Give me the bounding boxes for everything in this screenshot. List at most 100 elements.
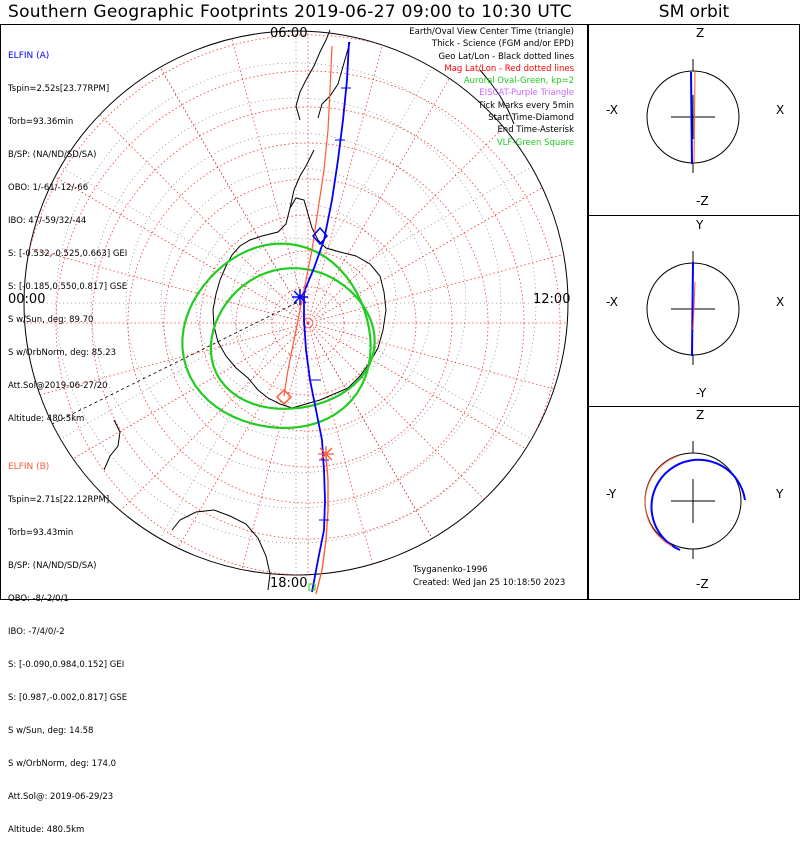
elfin-a-line: Torb=93.36min (8, 117, 74, 127)
page-title: Southern Geographic Footprints 2019-06-2… (7, 2, 572, 22)
geo-lon-line (295, 302, 532, 440)
new-zealand-coast (103, 419, 121, 471)
legend-entry: End Time-Asterisk (497, 125, 574, 136)
mag-lon-line (24, 322, 309, 524)
geo-lon-line (159, 67, 297, 304)
sm-orbit-a-2 (691, 261, 694, 357)
mag-lon-line (24, 219, 309, 324)
elfin-b-line: Tspin=2.71s[22.12RPM] (8, 495, 110, 505)
sm-axis-label: -X (606, 103, 618, 117)
south-america-coast (295, 29, 331, 121)
sm-axis-label: Z (696, 408, 705, 422)
geo-lat-circle (265, 272, 327, 334)
legend-entry: Start Time-Diamond (488, 113, 574, 124)
elfin-b-end-asterisk (318, 446, 334, 462)
elfin-b-line: Torb=93.43min (8, 528, 74, 538)
elfin-a-line: IBO: 47/-59/32/-44 (8, 216, 87, 226)
elfin-b-line: Att.Sol@: 2019-06-29/23 (8, 792, 114, 802)
mag-lon-line (204, 31, 309, 324)
elfin-b-line: IBO: -7/4/0/-2 (8, 627, 65, 637)
elfin-a-line: S w/OrbNorm, deg: 85.23 (8, 348, 117, 358)
legend-entry: Earth/Oval View Center Time (triangle) (409, 27, 574, 37)
sm-axis-label: -Z (696, 194, 709, 208)
legend-entry: Tick Marks every 5min (478, 100, 574, 111)
clock-label-left: 00:00 (8, 292, 46, 307)
legend-entry: Thick - Science (FGM and/or EPD) (431, 39, 574, 50)
elfin-b-line: S w/OrbNorm, deg: 174.0 (8, 759, 117, 769)
elfin-b-line: B/SP: (NA/ND/SD/SA) (8, 561, 97, 571)
sm-axis-label: -Y (696, 386, 707, 400)
south-america-coast (317, 41, 351, 119)
sm-axis-label: X (776, 103, 785, 117)
sm-axis-label: -X (606, 295, 618, 309)
sm-orbit-b-2 (692, 281, 696, 331)
created-label: Created: Wed Jan 25 10:18:50 2023 (413, 578, 566, 588)
auroral-oval-inner (209, 267, 376, 410)
antarctica-coast (212, 197, 387, 409)
elfin-a-line: Altitude: 480.5km (8, 414, 85, 424)
sm-orbit-plots (644, 59, 746, 559)
legend-entry: VLF-Green Square (496, 137, 574, 148)
sm-axis-label: Z (696, 26, 705, 40)
mag-lon-line (307, 322, 568, 524)
legend: Earth/Oval View Center Time (triangle) T… (409, 26, 574, 149)
elfin-b-start-diamond (275, 388, 293, 406)
geo-lon-line (159, 302, 297, 539)
legend-entry: Mag Lat/Lon - Red dotted lines (444, 63, 574, 74)
legend-entry: Geo Lat/Lon - Black dotted lines (438, 51, 574, 62)
elfin-a-info: ELFIN (A) Tspin=2.52s[23.77RPM] Torb=93.… (8, 29, 127, 436)
legend-entry: Auroral Oval-Green, kp=2 (463, 76, 574, 87)
elfin-b-line: OBO: -8/-2/0/1 (8, 594, 69, 604)
antarctica-outline (103, 29, 515, 591)
elfin-b-track-2 (315, 455, 329, 595)
mag-lon-line (24, 322, 309, 427)
sm-axis-label: Y (776, 487, 784, 501)
africa-coast (479, 69, 515, 125)
elfin-b-line: S w/Sun, deg: 14.58 (8, 726, 94, 736)
australia-coast (171, 509, 271, 591)
model-label: Tsyganenko-1996 (413, 565, 488, 575)
elfin-b-info: ELFIN (B) Tspin=2.71s[22.12RPM] Torb=93.… (8, 440, 127, 847)
map-boundary (23, 30, 569, 576)
elfin-b-line: Altitude: 480.5km (8, 825, 85, 835)
mag-lon-line (307, 322, 509, 575)
mag-lon-line (24, 122, 309, 324)
sm-orbit-title: SM orbit (658, 2, 730, 22)
elfin-a-line: B/SP: (NA/ND/SD/SA) (8, 150, 97, 160)
sm-axis-label: -Z (696, 577, 709, 591)
elfin-b-track (283, 45, 333, 397)
sm-axis-label: Y (696, 218, 704, 232)
elfin-a-line: S: [-0.532,-0.525,0.663] GEI (8, 249, 128, 259)
elfin-tracks (275, 41, 351, 595)
mag-lon-line (204, 322, 309, 575)
vlf-square (308, 583, 316, 591)
sm-orbit-b-3 (644, 455, 679, 547)
mag-lon-line (107, 31, 309, 324)
geo-lon-line (295, 166, 532, 304)
geo-lat-circle (125, 132, 467, 474)
legend-entry: EISCAT-Purple Triangle (479, 88, 574, 99)
mag-lon-line (107, 322, 309, 575)
elfin-a-start-diamond (312, 226, 328, 246)
auroral-oval (181, 242, 376, 430)
geo-lat-circle (160, 167, 432, 439)
elfin-a-track (303, 41, 350, 593)
elfin-b-line: S: [0.987,-0.002,0.817] GSE (8, 693, 128, 703)
elfin-b-line: S: [-0.090,0.984,0.152] GEI (8, 660, 125, 670)
mag-lon-line (307, 322, 568, 575)
auroral-oval-outer (181, 242, 372, 430)
elfin-b-name: ELFIN (B) (8, 462, 50, 472)
clock-label-right: 12:00 (533, 292, 571, 307)
sm-orbit-a-3 (650, 458, 746, 551)
sm-axis-label: -Y (606, 487, 617, 501)
elfin-a-line: Att.Sol@2019-06-27/20 (8, 381, 108, 391)
geo-lon-line (295, 67, 433, 304)
mag-lon-line (307, 31, 412, 324)
elfin-a-line: S w/Sun, deg: 89.70 (8, 315, 94, 325)
elfin-a-end-asterisk (292, 289, 308, 305)
sm-frame-3 (588, 406, 800, 600)
elfin-a-name: ELFIN (A) (8, 51, 50, 61)
elfin-a-line: OBO: 1/-61/-12/-66 (8, 183, 89, 193)
mag-lon-line (307, 122, 568, 324)
clock-label-top: 06:00 (270, 26, 308, 41)
